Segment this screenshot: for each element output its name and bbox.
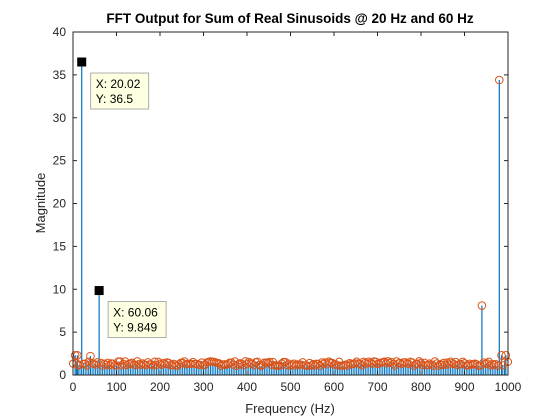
noise-marker <box>291 361 300 370</box>
x-tick-label: 400 <box>237 380 257 394</box>
y-tick-label: 30 <box>53 111 67 125</box>
peak-marker <box>477 301 487 310</box>
x-axis-label: Frequency (Hz) <box>245 401 335 416</box>
noise-marker <box>84 357 93 366</box>
datatip-marker <box>77 57 87 67</box>
x-tick-label: 900 <box>454 380 474 394</box>
noise-marker <box>136 360 145 369</box>
x-axis-ticks: 0 100 200 300 400 500 600 700 800 900 1000 <box>70 32 522 394</box>
datatip-box <box>90 72 150 110</box>
noise-marker <box>423 360 433 370</box>
datatips: X: 20.02Y: 36.5 X: 60.06Y: 9.849 <box>77 57 167 338</box>
peak-marker <box>497 350 506 360</box>
y-axis-label: Magnitude <box>33 173 48 234</box>
noise-marker <box>234 360 243 369</box>
x-tick-label: 500 <box>280 380 300 394</box>
x-tick-label: 1000 <box>495 380 522 394</box>
x-tick-label: 0 <box>70 380 77 394</box>
y-axis-ticks: 0 5 10 15 20 25 30 35 40 <box>53 25 508 382</box>
peak-marker <box>73 350 82 360</box>
y-tick-label: 15 <box>53 239 67 253</box>
noise-marker <box>479 358 488 367</box>
noise-marker <box>488 359 497 369</box>
marker-series <box>68 57 513 371</box>
noise-marker <box>195 360 205 369</box>
y-tick-label: 20 <box>53 197 67 211</box>
datatip-box <box>107 301 167 338</box>
x-tick-label: 200 <box>150 380 170 394</box>
x-tick-label: 800 <box>411 380 431 394</box>
noise-marker <box>493 361 502 370</box>
y-tick-label: 25 <box>53 154 67 168</box>
noise-marker <box>241 357 250 366</box>
y-tick-label: 5 <box>59 325 66 339</box>
chart-title: FFT Output for Sum of Real Sinusoids @ 2… <box>106 11 473 26</box>
x-tick-label: 100 <box>106 380 126 394</box>
peak-marker <box>70 350 80 360</box>
datatip-x-text: X: 60.06 <box>113 306 158 320</box>
datatip-marker <box>94 286 104 296</box>
x-tick-label: 600 <box>324 380 344 394</box>
x-tick-label: 700 <box>367 380 387 394</box>
y-tick-label: 40 <box>53 25 67 39</box>
peak-marker <box>86 351 95 361</box>
datatip-y-text: Y: 36.5 <box>96 92 134 106</box>
peak-marker <box>495 75 504 85</box>
noise-marker <box>103 358 112 367</box>
y-tick-label: 0 <box>59 368 66 382</box>
noise-marker <box>383 357 393 366</box>
y-tick-label: 10 <box>53 282 67 296</box>
x-tick-label: 300 <box>193 380 213 394</box>
y-tick-label: 35 <box>53 68 67 82</box>
datatip-y-text: Y: 9.849 <box>113 321 157 335</box>
peak-marker <box>501 350 511 360</box>
datatip-x-text: X: 20.02 <box>96 77 141 91</box>
